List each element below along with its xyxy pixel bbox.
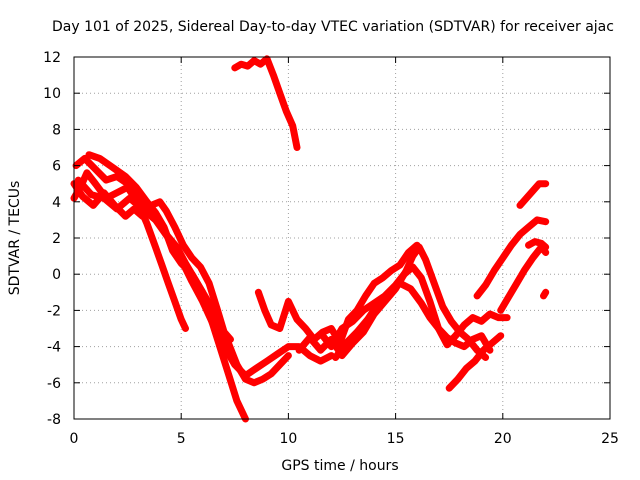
series-track-14	[516, 180, 550, 209]
series-track-6	[231, 55, 301, 151]
y-tick-label: -6	[47, 376, 61, 392]
y-tick-label: -8	[47, 412, 61, 428]
series-track-16	[540, 288, 550, 300]
data-traces	[70, 55, 550, 423]
series-track-5	[74, 176, 335, 380]
y-axis-label: SDTVAR / TECUs	[7, 181, 23, 296]
x-tick-labels: 0 5 10 15 20 25	[70, 431, 619, 447]
series-track-15	[525, 238, 550, 251]
x-tick-label: 5	[177, 431, 186, 447]
axis-ticks	[73, 56, 611, 420]
y-tick-label: 2	[52, 231, 61, 247]
y-tick-label: 12	[43, 50, 61, 66]
chart-title: Day 101 of 2025, Sidereal Day-to-day VTE…	[52, 19, 614, 35]
y-tick-label: 6	[52, 159, 61, 175]
series-track-10	[332, 279, 494, 361]
x-tick-label: 0	[70, 431, 79, 447]
x-tick-label: 20	[494, 431, 512, 447]
y-tick-label: 0	[52, 267, 61, 283]
y-tick-label: 10	[43, 86, 61, 102]
y-tick-label: 4	[52, 195, 61, 211]
x-tick-label: 10	[279, 431, 297, 447]
series-track-12	[473, 216, 550, 300]
y-tick-label: -4	[47, 340, 61, 356]
y-tick-label: 8	[52, 122, 61, 138]
series-track-4	[70, 180, 234, 343]
series-track-11	[445, 332, 505, 392]
y-tick-labels: -8 -6 -4 -2 0 2 4 6 8 10 12	[43, 50, 61, 428]
y-tick-label: -2	[47, 303, 61, 319]
series-track-9	[319, 263, 511, 351]
x-tick-label: 15	[387, 431, 405, 447]
x-axis-label: GPS time / hours	[281, 458, 398, 474]
x-tick-label: 25	[601, 431, 619, 447]
